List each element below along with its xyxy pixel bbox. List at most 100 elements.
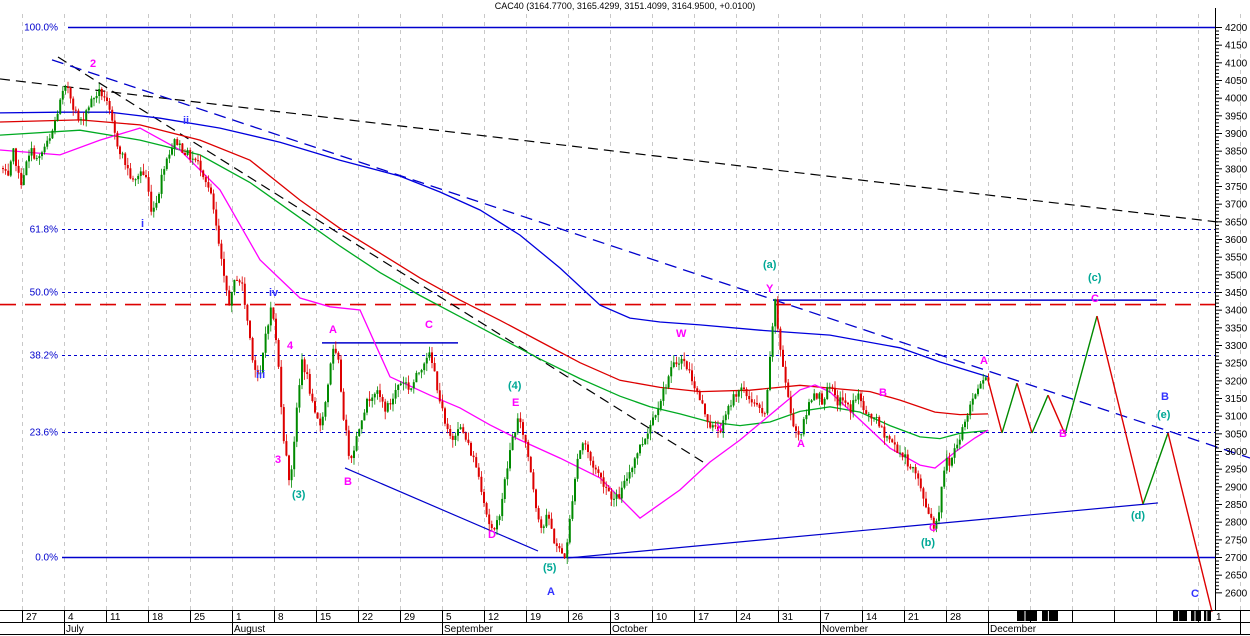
candlestick-series (2, 81, 990, 564)
y-axis-label: 3100 (1225, 412, 1248, 423)
week-label: 22 (362, 612, 374, 623)
week-label: 11 (110, 612, 121, 623)
wave-label: (e) (1157, 409, 1171, 421)
y-axis-label: 3200 (1225, 376, 1248, 387)
wave-label: iv (269, 287, 279, 299)
fib-level-label: 38.2% (30, 351, 58, 362)
y-axis-label: 3450 (1225, 288, 1248, 299)
wave-label: (b) (921, 537, 935, 549)
projection-segment (1047, 394, 1066, 435)
wave-label: iii (256, 369, 265, 381)
y-axis-label: 2950 (1225, 465, 1248, 476)
week-label: 24 (740, 612, 752, 623)
week-label: 18 (152, 612, 164, 623)
moving-average-red (0, 119, 989, 416)
week-label: 19 (530, 612, 542, 623)
y-axis-label: 3950 (1225, 111, 1248, 122)
week-label: 26 (572, 612, 584, 623)
fib-level-label: 61.8% (30, 225, 58, 236)
projection-segment (1167, 432, 1213, 612)
trendline (0, 78, 1219, 223)
week-label: 15 (320, 612, 332, 623)
y-axis-label: 3050 (1225, 429, 1248, 440)
week-label: 4 (68, 612, 74, 623)
moving-average-magenta (0, 127, 989, 519)
y-axis-label: 3750 (1225, 182, 1248, 193)
wave-label: (5) (543, 562, 557, 574)
wave-label: B (1161, 391, 1169, 403)
wave-label: 3 (275, 454, 281, 466)
week-label: 10 (656, 612, 668, 623)
month-label: September (444, 624, 494, 635)
wave-label: X (716, 422, 724, 434)
compressed-date-block (1042, 611, 1058, 621)
week-label: 3 (614, 612, 620, 623)
y-axis-label: 3800 (1225, 164, 1248, 175)
y-axis-label: 2750 (1225, 535, 1248, 546)
wave-label: (c) (1088, 272, 1102, 284)
compressed-date-block (1173, 611, 1187, 621)
fib-level-label: 23.6% (30, 428, 58, 439)
week-label: 12 (488, 612, 500, 623)
y-axis-label: 3000 (1225, 447, 1248, 458)
month-label: August (234, 624, 265, 635)
month-label: July (66, 624, 84, 635)
trendline (344, 467, 539, 552)
y-axis-label: 2900 (1225, 482, 1248, 493)
week-label: 27 (26, 612, 38, 623)
wave-label: i (141, 218, 144, 230)
trendline (51, 59, 1250, 459)
wave-label: B (1059, 428, 1067, 440)
week-label: 31 (782, 612, 794, 623)
fib-level-label: 0.0% (35, 553, 58, 564)
week-label: 14 (866, 612, 878, 623)
wave-label: (d) (1131, 510, 1145, 522)
wave-label: (a) (763, 259, 777, 271)
y-axis-label: 2650 (1225, 571, 1248, 582)
y-axis-label: 4100 (1225, 58, 1248, 69)
y-axis-label: 3300 (1225, 341, 1248, 352)
wave-label: W (676, 328, 687, 340)
y-axis-label: 4050 (1225, 76, 1248, 87)
wave-label: A (980, 355, 988, 367)
month-label: November (822, 624, 869, 635)
y-axis-label: 2850 (1225, 500, 1248, 511)
projection-segment (1016, 382, 1033, 434)
y-axis-label: 3850 (1225, 147, 1248, 158)
fib-level-label: 100.0% (24, 23, 58, 34)
wave-label: Y (766, 283, 774, 295)
y-axis-label: 3400 (1225, 306, 1248, 317)
compressed-date-block (1191, 611, 1201, 621)
y-axis-label: 3600 (1225, 235, 1248, 246)
wave-label: C (929, 522, 937, 534)
month-label: December (990, 624, 1037, 635)
week-label: 1 (1216, 612, 1222, 623)
y-axis-label: 3900 (1225, 129, 1248, 140)
projection-segment (1001, 382, 1018, 434)
wave-label: A (329, 324, 337, 336)
y-axis-label: 2600 (1225, 588, 1248, 599)
wave-label: C (425, 319, 433, 331)
wave-label: A (797, 438, 805, 450)
y-axis-label: 2800 (1225, 518, 1248, 529)
y-axis-label: 2700 (1225, 553, 1248, 564)
y-axis-label: 4150 (1225, 41, 1248, 52)
projection-segment (987, 379, 1003, 434)
projection-segment (1031, 394, 1049, 434)
wave-label: C (1091, 293, 1099, 305)
wave-label: ii (183, 115, 189, 127)
week-label: 7 (824, 612, 830, 623)
wave-label: (3) (292, 489, 306, 501)
projection-segment (1142, 432, 1169, 505)
wave-label: A (547, 586, 555, 598)
projection-segment (1096, 315, 1144, 505)
moving-average-blue (0, 111, 989, 378)
week-label: 1 (236, 612, 242, 623)
week-label: 29 (404, 612, 416, 623)
wave-label: C (1191, 588, 1199, 600)
y-axis-label: 3350 (1225, 323, 1248, 334)
compressed-date-block (1017, 611, 1037, 621)
wave-label: B (879, 387, 887, 399)
